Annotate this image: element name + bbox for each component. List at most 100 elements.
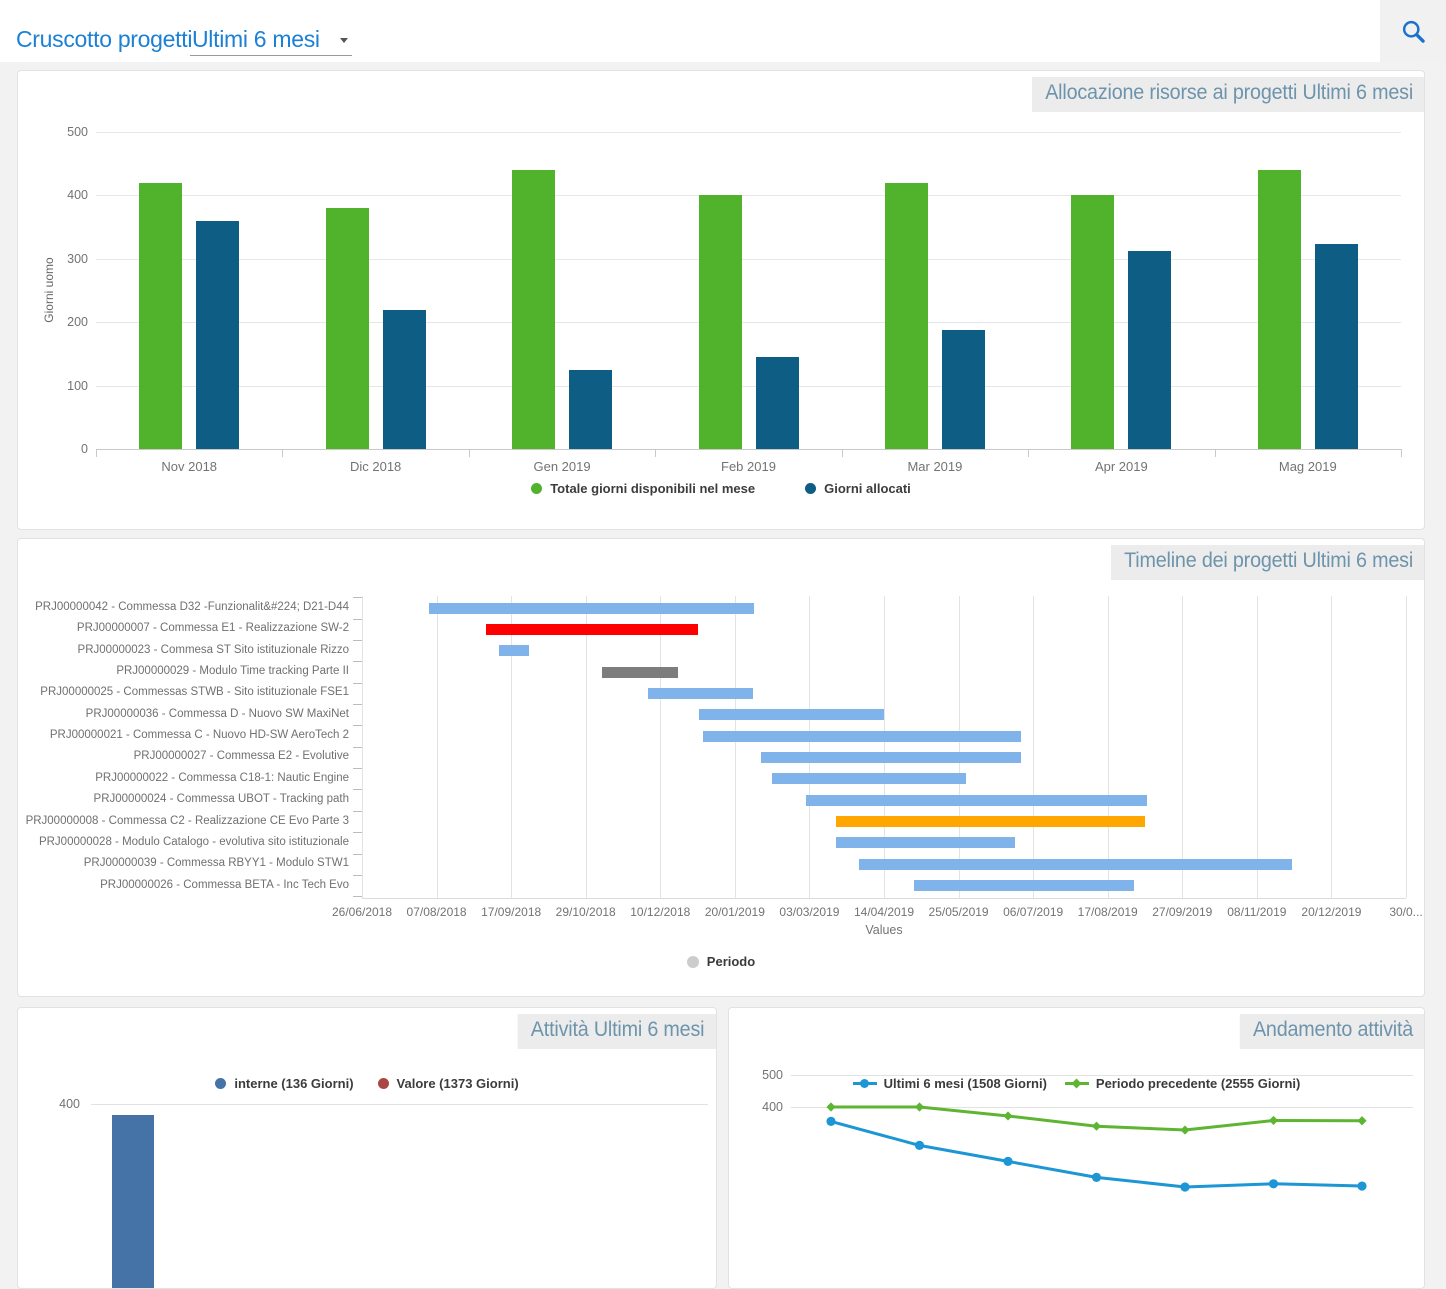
gantt-bar[interactable] — [647, 687, 753, 699]
legend-line-marker-icon — [1064, 1077, 1089, 1090]
gantt-bar[interactable] — [836, 837, 1016, 849]
x-tick-label: 10/12/2018 — [630, 905, 691, 919]
diamond-marker[interactable] — [914, 1102, 925, 1112]
circle-marker[interactable] — [1357, 1181, 1367, 1191]
y-axis-tick — [353, 810, 362, 812]
gridline — [96, 385, 1401, 387]
gantt-row-label: PRJ00000022 - Commessa C18-1: Nautic Eng… — [95, 771, 349, 784]
x-axis-tick — [655, 449, 657, 457]
circle-marker[interactable] — [914, 1140, 925, 1150]
panel-andamento: Andamento attività Ultimi 6 mesi (1508 G… — [728, 1007, 1425, 1289]
gridline — [884, 596, 885, 898]
gridline — [660, 596, 662, 898]
circle-marker[interactable] — [826, 1116, 836, 1126]
diamond-marker[interactable] — [826, 1102, 836, 1112]
category-label: Gen 2019 — [533, 459, 591, 474]
y-tick-label: 400 — [67, 188, 88, 203]
gridline — [96, 322, 1401, 324]
bar-giorni-allocati[interactable] — [755, 357, 799, 449]
trend-lines-plot — [826, 1102, 1367, 1192]
y-tick-label: 100 — [67, 378, 88, 393]
panel-timeline: Timeline dei progetti Ultimi 6 mesi Peri… — [17, 538, 1425, 997]
panel-title-attivita: Attività Ultimi 6 mesi — [517, 1014, 716, 1049]
x-tick-label: 30/0... — [1389, 905, 1423, 919]
bar-giorni-disponibili[interactable] — [884, 182, 928, 449]
gantt-bar[interactable] — [836, 816, 1145, 827]
gantt-bar[interactable] — [761, 751, 1021, 763]
gridline — [791, 1107, 1413, 1108]
y-tick-label: 500 — [762, 1068, 783, 1082]
legend-item[interactable]: Periodo — [686, 954, 755, 969]
legend-dot-icon — [531, 483, 543, 494]
circle-marker[interactable] — [1091, 1172, 1102, 1182]
bar-giorni-allocati[interactable] — [196, 220, 240, 449]
legend-label: Giorni allocati — [824, 481, 911, 496]
gantt-bar[interactable] — [498, 645, 529, 657]
bar-giorni-allocati[interactable] — [382, 309, 426, 449]
bar-giorni-allocati[interactable] — [569, 369, 613, 449]
gantt-bar[interactable] — [601, 666, 679, 678]
diamond-marker[interactable] — [1268, 1115, 1279, 1126]
marker-circle-icon — [859, 1079, 869, 1088]
legend-label: Ultimi 6 mesi (1508 Giorni) — [883, 1076, 1047, 1091]
search-button[interactable] — [1380, 0, 1446, 62]
gantt-row-label: PRJ00000026 - Commessa BETA - Inc Tech E… — [100, 878, 349, 891]
legend-item[interactable]: Totale giorni disponibili nel mese — [531, 481, 755, 496]
legend-item[interactable]: Giorni allocati — [805, 481, 911, 496]
diamond-marker[interactable] — [1003, 1111, 1013, 1121]
gantt-bar[interactable] — [914, 880, 1135, 892]
gantt-bar[interactable] — [699, 709, 884, 721]
x-tick-label: 20/01/2019 — [704, 905, 765, 919]
gantt-bar[interactable] — [702, 730, 1021, 742]
bar-giorni-allocati[interactable] — [1314, 244, 1358, 449]
y-tick-label: 400 — [59, 1097, 80, 1111]
circle-marker[interactable] — [1268, 1179, 1279, 1189]
gantt-bar[interactable] — [486, 623, 698, 635]
legend-item[interactable]: interne (136 Giorni) — [215, 1076, 354, 1091]
legend-line-marker-icon — [852, 1077, 877, 1090]
bar-giorni-disponibili[interactable] — [512, 170, 556, 449]
gantt-bar[interactable] — [772, 773, 966, 785]
gridline — [809, 596, 811, 898]
bar-giorni-disponibili[interactable] — [1071, 195, 1115, 449]
circle-marker[interactable] — [1180, 1182, 1190, 1192]
y-axis-tick — [353, 768, 362, 770]
bar-giorni-disponibili[interactable] — [1257, 170, 1301, 449]
gantt-bar[interactable] — [429, 602, 755, 614]
legend-item[interactable]: Valore (1373 Giorni) — [377, 1076, 519, 1091]
legend-dot-icon — [377, 1078, 389, 1089]
gantt-bar[interactable] — [805, 794, 1147, 806]
legend-item[interactable]: Ultimi 6 mesi (1508 Giorni) — [852, 1076, 1047, 1091]
x-tick-label: 25/05/2019 — [928, 905, 989, 919]
legend-dot-icon — [686, 955, 699, 968]
bar-interne[interactable] — [112, 1115, 154, 1288]
x-tick-label: 03/03/2019 — [779, 905, 840, 919]
category-label: Dic 2018 — [349, 459, 402, 474]
diamond-marker[interactable] — [1357, 1116, 1367, 1126]
y-tick-label: 200 — [67, 315, 88, 330]
gridline — [96, 258, 1401, 260]
y-axis-tick — [353, 874, 362, 876]
chevron-down-icon — [340, 38, 348, 43]
x-axis-line — [96, 449, 1401, 450]
bar-giorni-allocati[interactable] — [1128, 250, 1172, 449]
bar-giorni-disponibili[interactable] — [698, 195, 742, 449]
gridline — [1107, 596, 1109, 898]
period-dropdown[interactable]: Ultimi 6 mesi — [190, 25, 352, 56]
legend-item[interactable]: Periodo precedente (2555 Giorni) — [1064, 1076, 1300, 1091]
bar-giorni-disponibili[interactable] — [325, 208, 369, 449]
diamond-marker[interactable] — [1091, 1121, 1102, 1131]
bar-giorni-disponibili[interactable] — [139, 182, 183, 449]
x-axis-tick — [282, 449, 284, 457]
bar-giorni-allocati[interactable] — [941, 330, 985, 449]
y-axis-tick — [353, 832, 362, 834]
circle-marker[interactable] — [1003, 1156, 1013, 1166]
gantt-bar[interactable] — [859, 858, 1293, 870]
chart-legend: Periodo — [18, 954, 1424, 969]
gridline — [1331, 596, 1333, 898]
diamond-marker[interactable] — [1180, 1125, 1190, 1135]
gantt-row-label: PRJ00000024 - Commessa UBOT - Tracking p… — [93, 793, 349, 806]
gridline — [1033, 596, 1035, 898]
panel-title-timeline: Timeline dei progetti Ultimi 6 mesi — [1110, 545, 1424, 580]
gridline — [734, 596, 736, 898]
